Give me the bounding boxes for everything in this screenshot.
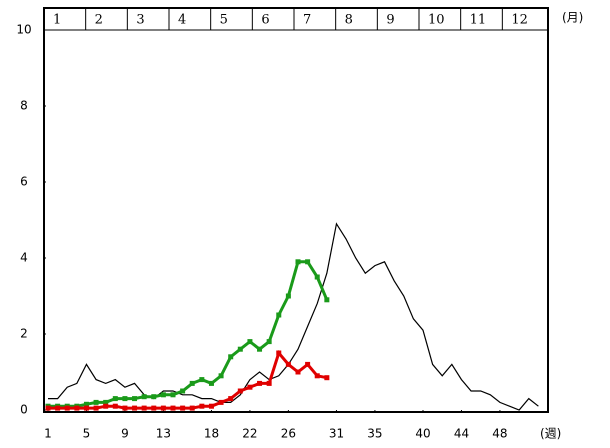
point-marker bbox=[237, 346, 243, 352]
point-marker bbox=[237, 388, 243, 394]
plot-frame bbox=[43, 7, 549, 413]
point-marker bbox=[218, 399, 224, 405]
point-marker bbox=[314, 373, 320, 379]
point-marker bbox=[266, 339, 272, 345]
point-marker bbox=[208, 403, 214, 409]
x-tick-label: 1 bbox=[44, 427, 52, 441]
x-tick-label: 18 bbox=[204, 427, 219, 441]
month-label: 2 bbox=[95, 13, 103, 28]
y-tick-label: 8 bbox=[20, 99, 28, 113]
month-label: 12 bbox=[511, 13, 528, 28]
point-marker bbox=[199, 403, 205, 409]
series-line bbox=[48, 222, 539, 411]
point-marker bbox=[285, 293, 291, 299]
month-label: 8 bbox=[345, 13, 353, 28]
point-marker bbox=[285, 361, 291, 367]
point-marker bbox=[314, 274, 320, 280]
point-marker bbox=[189, 405, 195, 411]
y-tick-label: 2 bbox=[20, 327, 28, 341]
month-label: 9 bbox=[386, 13, 394, 28]
point-marker bbox=[103, 399, 109, 405]
point-marker bbox=[55, 405, 61, 411]
point-marker bbox=[276, 312, 282, 318]
month-label: 7 bbox=[303, 13, 311, 28]
point-marker bbox=[208, 380, 214, 386]
month-label: 6 bbox=[261, 13, 269, 28]
point-marker bbox=[324, 375, 330, 381]
y-tick-label: 0 bbox=[20, 403, 28, 417]
series-line bbox=[48, 260, 329, 408]
point-marker bbox=[305, 361, 311, 367]
point-marker bbox=[132, 396, 138, 402]
point-marker bbox=[170, 405, 176, 411]
month-label: 1 bbox=[53, 13, 61, 28]
point-marker bbox=[45, 405, 51, 411]
point-marker bbox=[170, 392, 176, 398]
x-tick-label: 48 bbox=[492, 427, 507, 441]
point-marker bbox=[132, 405, 138, 411]
x-tick-label: 9 bbox=[121, 427, 129, 441]
point-marker bbox=[112, 403, 118, 409]
point-marker bbox=[93, 399, 99, 405]
series-line bbox=[48, 349, 328, 410]
point-marker bbox=[199, 377, 205, 383]
x-tick-label: 40 bbox=[415, 427, 430, 441]
y-tick-label: 4 bbox=[20, 251, 28, 265]
point-marker bbox=[83, 405, 89, 411]
month-label: 5 bbox=[220, 13, 228, 28]
month-label: 10 bbox=[428, 13, 445, 28]
point-marker bbox=[141, 394, 147, 400]
y-tick-label: 6 bbox=[20, 175, 28, 189]
point-marker bbox=[228, 396, 234, 402]
y-tick-label: 10 bbox=[16, 23, 31, 37]
point-marker bbox=[122, 405, 128, 411]
x-tick-label: 35 bbox=[367, 427, 382, 441]
point-marker bbox=[247, 384, 253, 390]
x-tick-label: 5 bbox=[83, 427, 91, 441]
point-marker bbox=[218, 373, 224, 379]
month-label: 4 bbox=[178, 13, 186, 28]
point-marker bbox=[257, 380, 263, 386]
month-axis-label: (月) bbox=[562, 11, 583, 25]
point-marker bbox=[151, 405, 157, 411]
point-marker bbox=[257, 346, 263, 352]
point-marker bbox=[295, 369, 301, 375]
point-marker bbox=[247, 339, 253, 345]
x-tick-label: 31 bbox=[329, 427, 344, 441]
point-marker bbox=[160, 392, 166, 398]
point-marker bbox=[180, 388, 186, 394]
point-marker bbox=[74, 405, 80, 411]
x-tick-label: 22 bbox=[242, 427, 257, 441]
week-axis-label: (週) bbox=[540, 427, 561, 441]
point-marker bbox=[64, 405, 70, 411]
point-marker bbox=[93, 405, 99, 411]
point-marker bbox=[228, 354, 234, 360]
point-marker bbox=[103, 403, 109, 409]
x-tick-label: 44 bbox=[454, 427, 469, 441]
point-marker bbox=[295, 259, 301, 265]
month-label: 3 bbox=[136, 13, 144, 28]
point-marker bbox=[324, 297, 330, 303]
point-marker bbox=[305, 259, 311, 265]
x-tick-label: 13 bbox=[156, 427, 171, 441]
point-marker bbox=[276, 350, 282, 356]
x-tick-label: 26 bbox=[281, 427, 296, 441]
point-marker bbox=[112, 396, 118, 402]
point-marker bbox=[141, 405, 147, 411]
point-marker bbox=[180, 405, 186, 411]
point-marker bbox=[151, 394, 157, 400]
point-marker bbox=[122, 396, 128, 402]
month-label: 11 bbox=[470, 13, 487, 28]
point-marker bbox=[266, 380, 272, 386]
point-marker bbox=[83, 401, 89, 407]
point-marker bbox=[189, 380, 195, 386]
point-marker bbox=[160, 405, 166, 411]
